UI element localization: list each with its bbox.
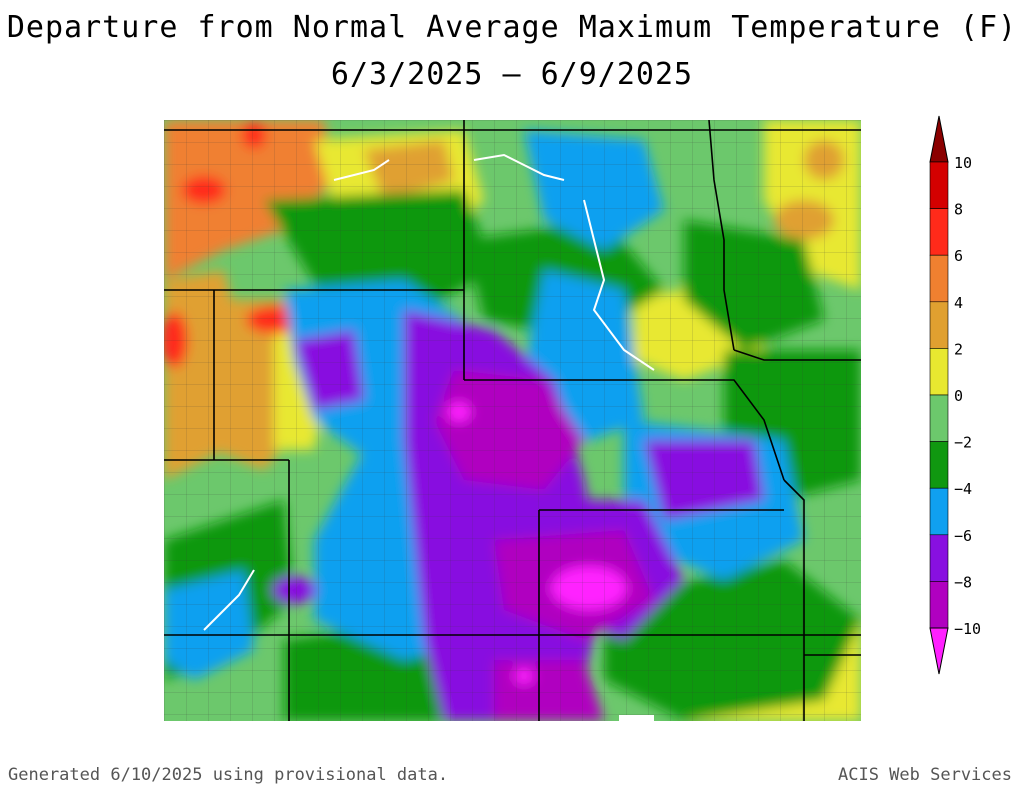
county-lines	[164, 120, 861, 721]
source-credit: ACIS Web Services	[838, 765, 1012, 785]
legend-label: 4	[954, 294, 963, 312]
state-boundaries	[164, 120, 861, 721]
legend-swatch	[929, 254, 949, 303]
rivers	[203, 153, 655, 631]
legend-swatch	[929, 208, 949, 256]
legend-label: −2	[954, 434, 972, 452]
temperature-departure-map	[164, 120, 861, 721]
legend-swatch	[929, 534, 949, 582]
legend-arrow-top	[929, 115, 949, 163]
legend-label: 10	[954, 154, 972, 172]
legend-swatch	[929, 161, 949, 209]
map-title: Departure from Normal Average Maximum Te…	[6, 10, 1018, 45]
legend-arrow-bottom	[929, 627, 949, 675]
legend-label: −4	[954, 480, 972, 498]
legend-label: 2	[954, 340, 963, 358]
legend-label: 6	[954, 247, 963, 265]
legend-swatch	[929, 301, 949, 349]
map-date-range: 6/3/2025 – 6/9/2025	[330, 57, 694, 92]
legend-swatch	[929, 348, 949, 396]
legend-swatch	[929, 487, 949, 536]
legend-label: 0	[954, 387, 963, 405]
legend-label: −8	[954, 573, 972, 591]
legend-swatch	[929, 394, 949, 442]
generated-note: Generated 6/10/2025 using provisional da…	[8, 765, 449, 785]
map-notch	[619, 715, 654, 721]
legend-label: 8	[954, 201, 963, 219]
legend-label: −6	[954, 527, 972, 545]
legend-swatch	[929, 581, 949, 629]
legend-swatch	[929, 441, 949, 489]
legend-label: −10	[954, 620, 981, 638]
